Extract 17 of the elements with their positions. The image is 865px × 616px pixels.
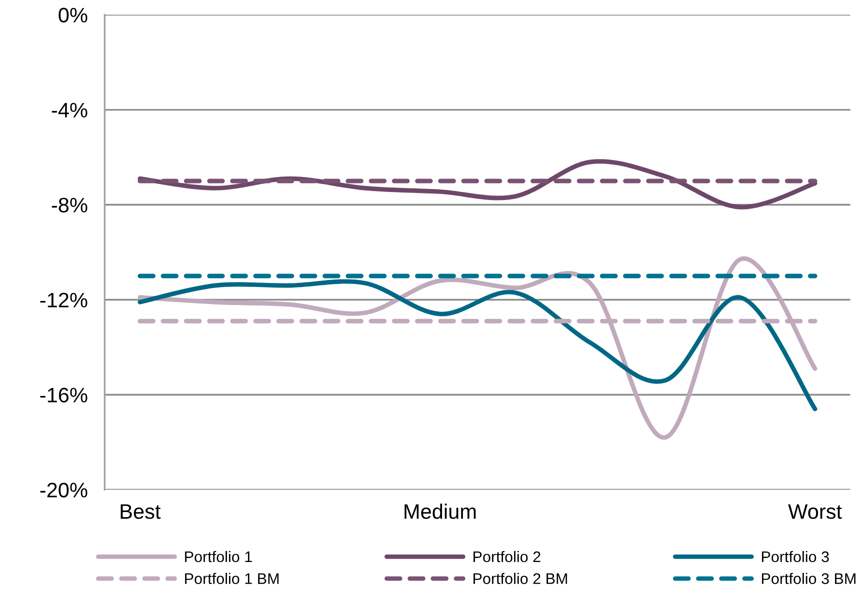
- y-tick-label: -16%: [40, 388, 88, 402]
- legend-label: Portfolio 1 BM: [185, 572, 279, 584]
- legend-label: Portfolio 1: [185, 550, 252, 562]
- x-tick-label: Best: [120, 504, 161, 519]
- y-tick-label: -20%: [40, 482, 88, 498]
- x-tick-label: Medium: [404, 504, 476, 519]
- y-tick-label: -12%: [40, 292, 88, 308]
- x-tick-label: Worst: [788, 504, 842, 519]
- legend-label: Portfolio 3 BM: [762, 572, 856, 584]
- legend-label: Portfolio 2 BM: [474, 572, 567, 584]
- line-series: [138, 256, 818, 440]
- line-series: [138, 159, 818, 210]
- legend-label: Portfolio 3: [762, 550, 829, 562]
- y-tick-label: -8%: [52, 198, 88, 213]
- y-tick-label: 0%: [58, 8, 88, 23]
- legend-label: Portfolio 2: [474, 550, 540, 562]
- y-tick-label: -4%: [52, 102, 88, 118]
